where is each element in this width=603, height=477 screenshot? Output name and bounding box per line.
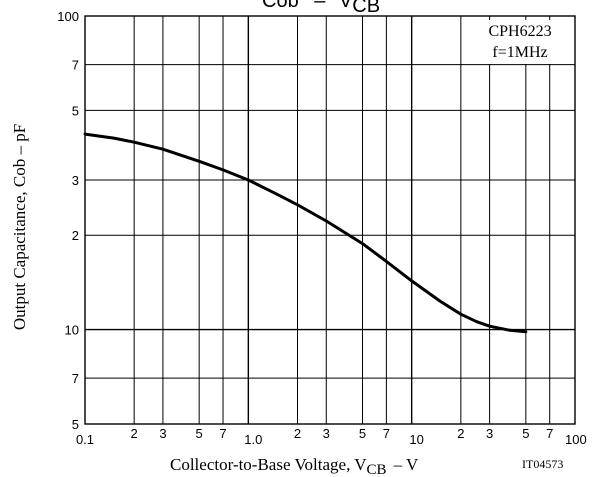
chart-title-var: V <box>339 0 353 12</box>
x-tick-label: 5 <box>359 426 366 441</box>
y-tick-label: 7 <box>72 58 79 73</box>
x-tick-label: 100 <box>565 432 587 447</box>
x-tick-label: 3 <box>323 426 330 441</box>
x-tick-label: 5 <box>196 426 203 441</box>
x-tick-label: 7 <box>383 426 390 441</box>
x-tick-label: 2 <box>294 426 301 441</box>
x-tick-label: 3 <box>486 426 493 441</box>
x-axis-label-tail: – V <box>393 455 419 474</box>
annotation-background <box>471 20 573 64</box>
x-tick-label: 5 <box>522 426 529 441</box>
chart-title-sub: CB <box>352 0 380 17</box>
x-tick-label: 7 <box>219 426 226 441</box>
x-tick-label: 3 <box>159 426 166 441</box>
x-tick-label: 7 <box>546 426 553 441</box>
grid-lines <box>85 16 575 424</box>
y-tick-label: 5 <box>72 417 79 432</box>
figure-code: IT04573 <box>522 457 563 471</box>
x-tick-label: 2 <box>457 426 464 441</box>
x-tick-label: 0.1 <box>76 432 94 447</box>
annotation-part-number: CPH6223 <box>488 23 551 40</box>
x-axis-label-main: Collector-to-Base Voltage, V <box>170 455 367 474</box>
y-tick-label: 7 <box>72 371 79 386</box>
y-tick-label: 2 <box>72 228 79 243</box>
y-tick-label: 3 <box>72 173 79 188</box>
chart-title: Cob – VCB <box>262 0 380 17</box>
x-tick-labels: 0.1 2 3 5 7 1.0 2 3 5 7 10 2 3 5 7 100 <box>76 426 587 447</box>
y-tick-label: 5 <box>72 103 79 118</box>
annotation-frequency: f=1MHz <box>492 44 547 61</box>
plot-frame <box>84 15 576 425</box>
y-tick-labels: 5 7 10 2 3 5 7 100 <box>57 9 79 432</box>
y-axis-label: Output Capacitance, Cob – pF <box>10 124 29 330</box>
x-tick-label: 1.0 <box>244 432 262 447</box>
x-tick-label: 10 <box>409 432 423 447</box>
chart-title-dash: – <box>314 0 326 12</box>
y-tick-label: 100 <box>57 9 79 24</box>
x-axis-label-sub: CB <box>367 462 387 477</box>
y-tick-label: 10 <box>65 323 79 338</box>
chart-title-main: Cob <box>262 0 299 12</box>
capacitance-curve <box>83 132 528 334</box>
x-tick-label: 2 <box>131 426 138 441</box>
x-axis-label: Collector-to-Base Voltage, VCB – V <box>170 455 419 477</box>
